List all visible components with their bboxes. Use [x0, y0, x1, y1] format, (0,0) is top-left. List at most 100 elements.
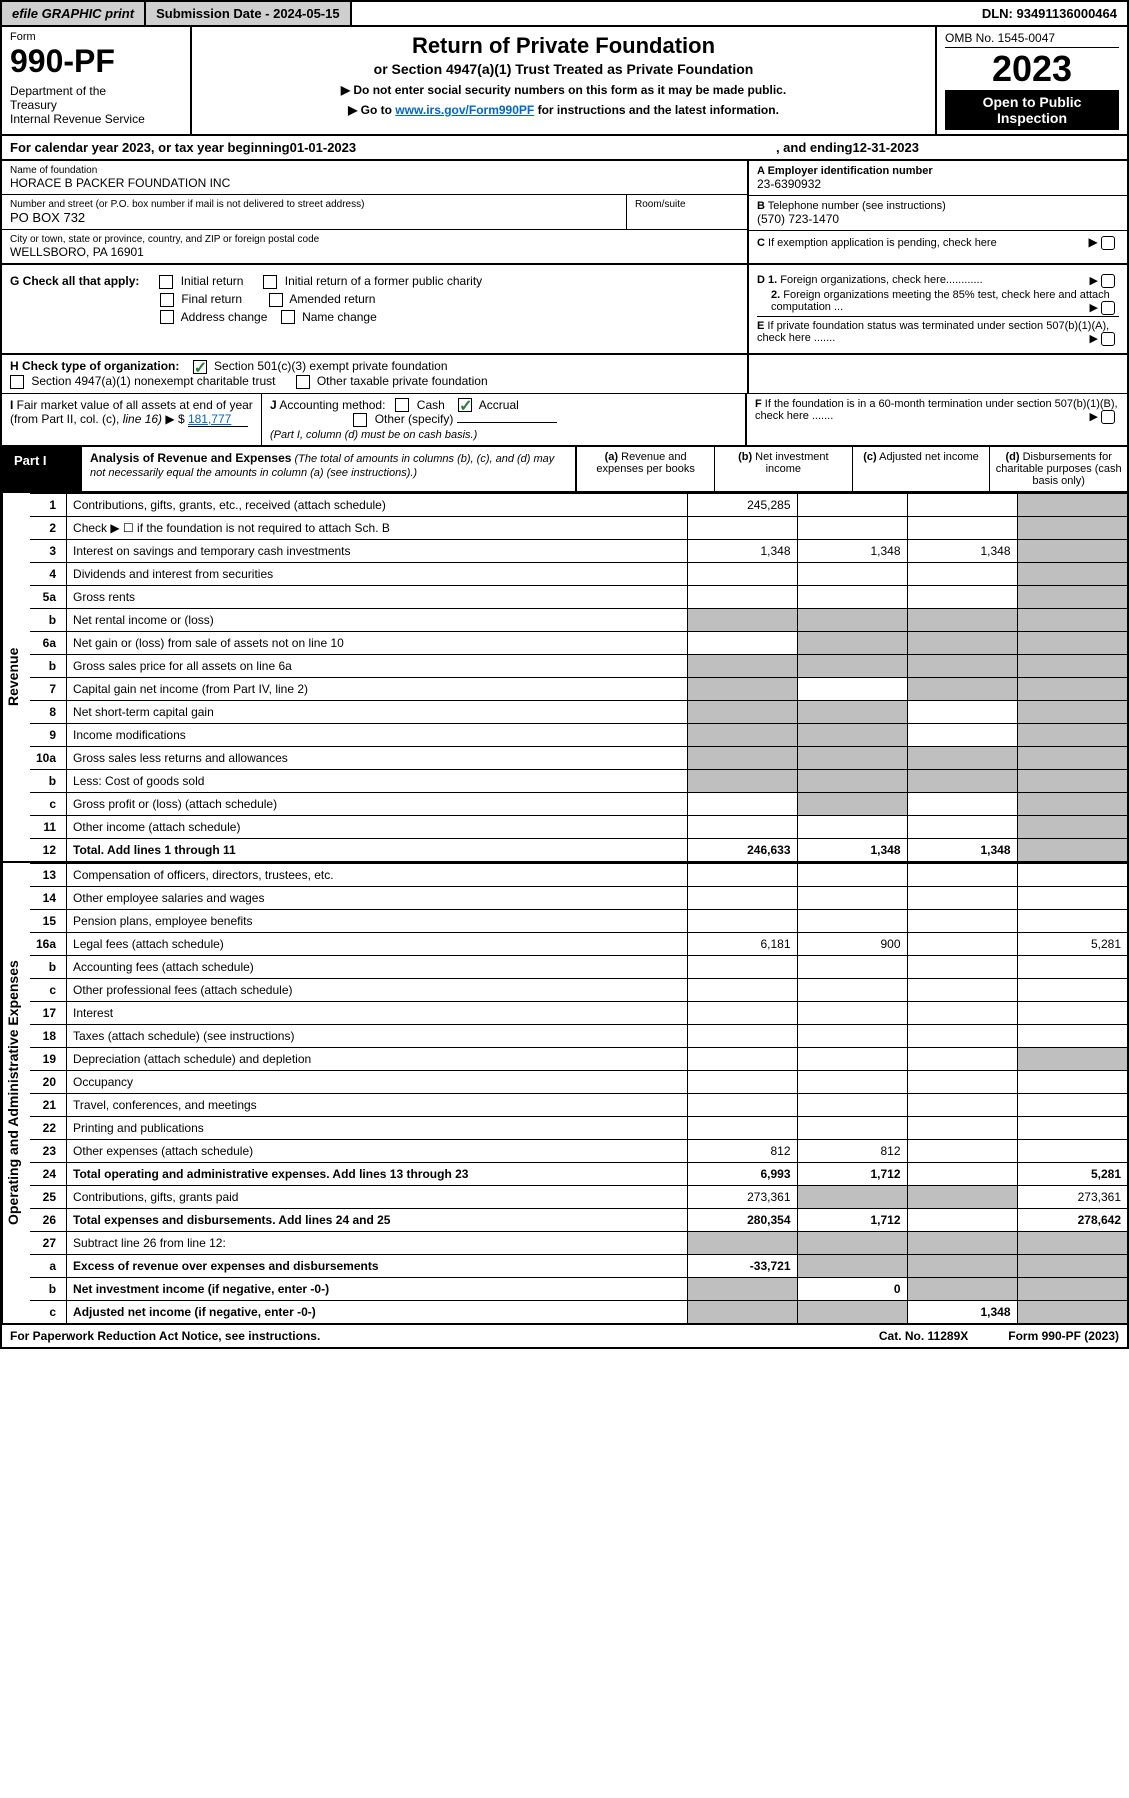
g-final-return[interactable] [160, 293, 174, 307]
row-desc: Gross rents [67, 586, 687, 609]
room-label: Room/suite [635, 199, 686, 210]
cell-c [907, 747, 1017, 770]
form-number: 990-PF [10, 43, 182, 80]
efile-print-button[interactable]: efile GRAPHIC print [2, 2, 146, 25]
cell-d [1017, 1048, 1127, 1071]
form-word: Form [10, 31, 182, 43]
cell-d [1017, 1255, 1127, 1278]
cal-prefix: For calendar year 2023, or tax year begi… [10, 140, 290, 155]
cell-a [687, 979, 797, 1002]
cell-c [907, 933, 1017, 956]
row-number: 10a [30, 747, 67, 770]
section-g-d: G Check all that apply: Initial return I… [0, 265, 1129, 355]
cell-c [907, 701, 1017, 724]
entity-block: Name of foundation HORACE B PACKER FOUND… [0, 161, 1129, 265]
row-desc: Taxes (attach schedule) (see instruction… [67, 1025, 687, 1048]
row-number: 1 [30, 494, 67, 517]
col-c-header: (c) Adjusted net income [852, 447, 990, 491]
fmv-value[interactable]: 181,777 [188, 412, 248, 427]
row-desc: Pension plans, employee benefits [67, 910, 687, 933]
row-desc: Total operating and administrative expen… [67, 1163, 687, 1186]
cal-begin: 01-01-2023 [290, 140, 357, 155]
cell-c [907, 609, 1017, 632]
row-number: 16a [30, 933, 67, 956]
cell-c [907, 563, 1017, 586]
cell-a [687, 1071, 797, 1094]
cell-b [797, 609, 907, 632]
row-desc: Income modifications [67, 724, 687, 747]
address-cell: Number and street (or P.O. box number if… [2, 195, 627, 229]
cell-b: 1,348 [797, 540, 907, 563]
c-checkbox[interactable] [1101, 236, 1115, 250]
cell-c [907, 910, 1017, 933]
row-desc: Other professional fees (attach schedule… [67, 979, 687, 1002]
g-amended-return[interactable] [269, 293, 283, 307]
cell-d [1017, 655, 1127, 678]
dept-treasury: Department of theTreasuryInternal Revenu… [10, 84, 182, 126]
cell-a [687, 1301, 797, 1324]
j-cash-checkbox[interactable] [395, 398, 409, 412]
cell-c [907, 1048, 1017, 1071]
cell-a [687, 956, 797, 979]
section-g: G Check all that apply: Initial return I… [2, 265, 747, 353]
g-label: G Check all that apply: [10, 274, 139, 288]
form-header: Form 990-PF Department of theTreasuryInt… [0, 27, 1129, 136]
j-other-checkbox[interactable] [353, 413, 367, 427]
g-address-change[interactable] [160, 310, 174, 324]
cell-d [1017, 1117, 1127, 1140]
d2-checkbox[interactable] [1101, 301, 1115, 315]
cell-d [1017, 1002, 1127, 1025]
addr-label: Number and street (or P.O. box number if… [10, 199, 618, 210]
cell-a: 6,181 [687, 933, 797, 956]
section-d: D 1. Foreign organizations, check here..… [747, 265, 1127, 353]
cell-a: 273,361 [687, 1186, 797, 1209]
irs-link[interactable]: www.irs.gov/Form990PF [395, 103, 534, 117]
j-accrual-checkbox[interactable] [458, 398, 472, 412]
cell-a [687, 632, 797, 655]
row-desc: Check ▶ ☐ if the foundation is not requi… [67, 517, 687, 540]
row-number: b [30, 1278, 67, 1301]
cell-c [907, 1025, 1017, 1048]
row-number: 11 [30, 816, 67, 839]
cell-b [797, 494, 907, 517]
cell-b: 812 [797, 1140, 907, 1163]
row-desc: Gross profit or (loss) (attach schedule) [67, 793, 687, 816]
d1-checkbox[interactable] [1101, 274, 1115, 288]
row-desc: Depreciation (attach schedule) and deple… [67, 1048, 687, 1071]
row-desc: Other income (attach schedule) [67, 816, 687, 839]
ein-cell: A Employer identification number 23-6390… [749, 161, 1127, 196]
cell-d [1017, 793, 1127, 816]
cell-a [687, 609, 797, 632]
f-checkbox[interactable] [1101, 410, 1115, 424]
cell-d [1017, 632, 1127, 655]
cell-na [687, 517, 797, 540]
h-other-checkbox[interactable] [296, 375, 310, 389]
expenses-section: Operating and Administrative Expenses 13… [0, 863, 1129, 1325]
row-number: b [30, 956, 67, 979]
h-4947-checkbox[interactable] [10, 375, 24, 389]
g-initial-public[interactable] [263, 275, 277, 289]
row-desc: Total. Add lines 1 through 11 [67, 839, 687, 862]
cell-b [797, 910, 907, 933]
cell-a [687, 678, 797, 701]
h-label: H Check type of organization: [10, 359, 179, 373]
row-number: 5a [30, 586, 67, 609]
g-initial-return[interactable] [159, 275, 173, 289]
g-name-change[interactable] [281, 310, 295, 324]
cell-a [687, 1117, 797, 1140]
cell-a [687, 1048, 797, 1071]
cell-c [907, 1117, 1017, 1140]
row-desc: Contributions, gifts, grants paid [67, 1186, 687, 1209]
row-number: 4 [30, 563, 67, 586]
row-number: 22 [30, 1117, 67, 1140]
row-number: c [30, 979, 67, 1002]
section-h: H Check type of organization: Section 50… [0, 355, 1129, 394]
goto-prefix: ▶ Go to [348, 103, 395, 117]
e-checkbox[interactable] [1101, 332, 1115, 346]
form-subtitle: or Section 4947(a)(1) Trust Treated as P… [202, 61, 925, 77]
h-501c3-checkbox[interactable] [193, 360, 207, 374]
j-note: (Part I, column (d) must be on cash basi… [270, 429, 477, 441]
cell-b [797, 747, 907, 770]
form-title: Return of Private Foundation [202, 33, 925, 59]
expenses-side-label: Operating and Administrative Expenses [2, 863, 30, 1323]
